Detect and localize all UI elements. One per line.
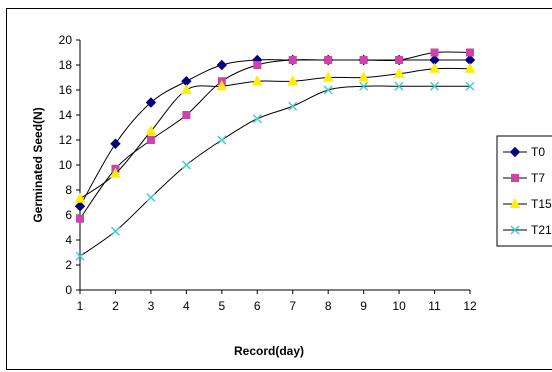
data-point-t21: [252, 114, 262, 124]
series-t0: [74, 54, 476, 212]
x-tick-labels: 1 2 3 4 5 6 7 8 9 10 11 12: [77, 299, 477, 313]
series-line-t7: [79, 51, 471, 220]
data-point-t0: [145, 97, 157, 108]
data-point-t21: [359, 81, 369, 91]
data-point-t21: [217, 135, 227, 145]
axes: [76, 39, 471, 294]
data-point-t21: [110, 226, 120, 236]
data-point-t7: [430, 48, 439, 57]
legend-label-t21: T21: [531, 223, 552, 237]
legend-marker-t7: [511, 174, 519, 182]
data-point-t7: [324, 56, 333, 64]
x-tick-label: 7: [289, 299, 296, 313]
data-point-t7: [253, 61, 262, 69]
x-marker-stroke: [110, 226, 120, 236]
data-point-t21: [146, 192, 156, 203]
x-tick-label: 5: [218, 299, 225, 313]
x-marker-stroke: [217, 135, 227, 145]
x-tick-label: 6: [254, 299, 261, 313]
x-tick-label: 1: [77, 299, 84, 313]
y-tick-labels: 0 2 4 6 8 10 12 14 16 18 20: [59, 33, 73, 297]
series-line-t15: [79, 67, 471, 200]
y-tick-label: 0: [65, 283, 72, 297]
legend-marker-t21: [510, 225, 520, 235]
y-tick-label: 18: [59, 58, 73, 72]
series-t21: [75, 81, 475, 261]
data-point-t7: [182, 111, 191, 119]
data-point-t7: [288, 56, 297, 64]
y-tick-label: 14: [59, 108, 73, 122]
data-point-t21: [465, 81, 475, 91]
x-marker-stroke: [288, 101, 298, 111]
data-point-t0: [74, 201, 86, 212]
x-tick-label: 10: [392, 299, 406, 313]
legend-marker-t15: [509, 197, 521, 208]
data-point-t21: [430, 81, 440, 91]
data-point-t15: [464, 62, 476, 73]
y-tick-label: 16: [59, 83, 73, 97]
data-point-t7: [395, 56, 404, 64]
x-marker-stroke: [181, 160, 191, 170]
data-point-t7: [466, 48, 474, 57]
data-point-t7: [146, 136, 155, 144]
legend-label-t7: T7: [531, 171, 545, 185]
x-marker-stroke: [323, 85, 333, 95]
data-point-t15: [287, 75, 299, 86]
data-point-t0: [216, 59, 228, 71]
data-point-t7: [76, 214, 84, 223]
data-point-t15: [429, 62, 440, 73]
x-tick-label: 12: [463, 299, 477, 313]
series-t7: [76, 48, 474, 223]
y-tick-label: 4: [65, 233, 72, 247]
data-point-t21: [288, 101, 298, 111]
data-point-t21: [394, 81, 404, 91]
series-line-t21: [79, 85, 470, 257]
x-tick-label: 3: [148, 299, 155, 313]
data-point-t7: [359, 56, 368, 64]
x-marker-stroke: [430, 81, 440, 91]
y-tick-label: 2: [65, 258, 72, 272]
x-marker-stroke: [465, 81, 475, 91]
legend-label-t0: T0: [531, 145, 545, 159]
x-tick-label: 9: [360, 299, 367, 313]
legend-label-t15: T15: [531, 197, 552, 211]
data-point-t21: [181, 160, 191, 170]
x-marker-stroke: [75, 251, 85, 261]
data-point-t0: [110, 138, 121, 149]
x-marker-stroke: [146, 192, 156, 203]
legend-marker-t0: [509, 146, 521, 158]
x-marker-stroke: [394, 81, 404, 91]
data-point-t15: [393, 67, 405, 78]
y-tick-label: 12: [59, 133, 73, 147]
data-point-t15: [358, 71, 369, 82]
x-tick-label: 2: [112, 299, 119, 313]
x-marker-stroke: [510, 225, 520, 235]
legend: T0 T7 T15 T21: [496, 135, 552, 247]
data-point-t21: [75, 251, 85, 261]
x-axis-label: Record(day): [234, 344, 304, 358]
series-t15: [74, 62, 476, 203]
x-marker-stroke: [359, 81, 369, 91]
x-tick-label: 4: [183, 299, 190, 313]
y-tick-label: 8: [65, 183, 72, 197]
data-point-t15: [74, 192, 86, 203]
data-point-t15: [145, 125, 157, 136]
y-tick-label: 20: [59, 33, 73, 47]
legend-box: [496, 135, 552, 247]
y-axis-label: Germinated Seed(N): [31, 107, 45, 222]
data-point-t21: [323, 85, 333, 95]
series-layer: [74, 48, 476, 261]
data-point-t15: [251, 75, 263, 86]
x-tick-label: 11: [428, 299, 441, 313]
data-point-t15: [110, 167, 121, 178]
data-point-t15: [216, 80, 228, 91]
y-tick-label: 10: [59, 158, 73, 172]
x-tick-label: 8: [325, 299, 332, 313]
data-point-t15: [181, 83, 192, 94]
x-marker-stroke: [252, 114, 262, 124]
y-tick-label: 6: [65, 208, 72, 222]
data-point-t15: [322, 71, 334, 82]
